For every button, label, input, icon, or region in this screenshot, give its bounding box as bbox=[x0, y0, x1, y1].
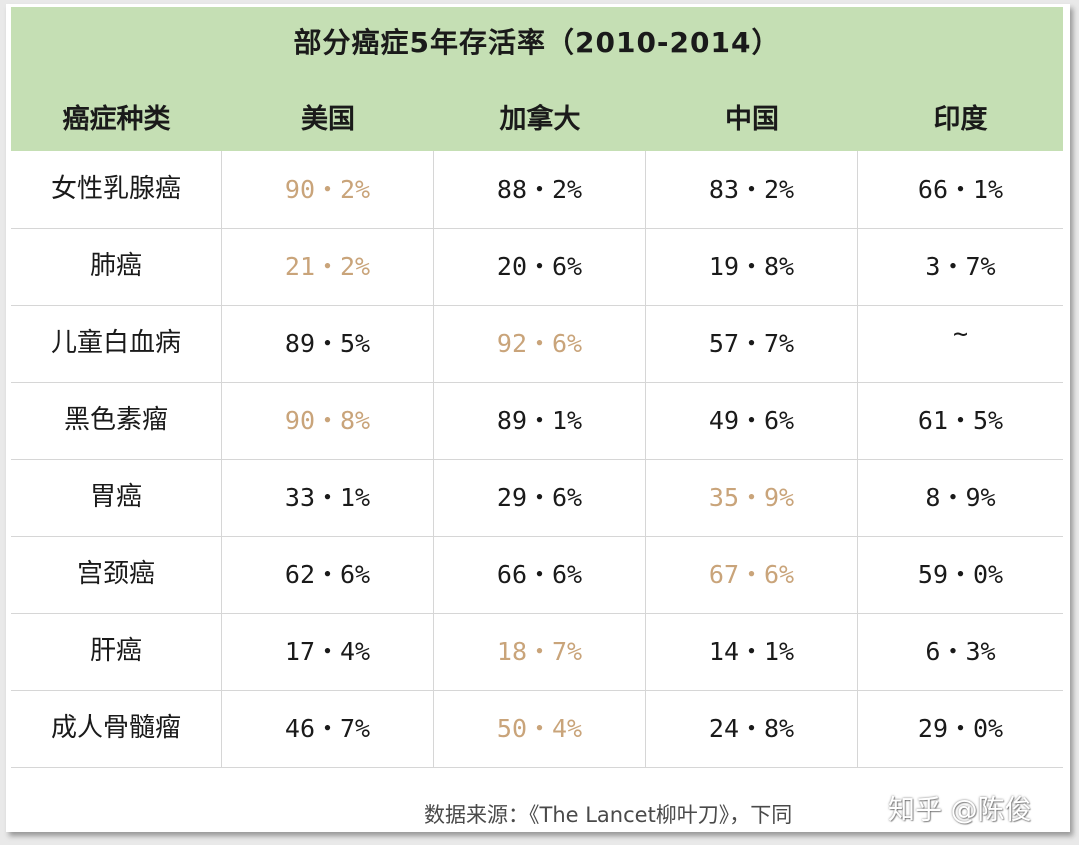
table-row: 肝癌 17・4% 18・7% 14・1% 6・3% bbox=[11, 613, 1063, 691]
value-cell: ~ bbox=[952, 319, 969, 348]
table-body: 女性乳腺癌 90・2% 88・2% 83・2% 66・1% 肺癌 21・2% 2… bbox=[11, 151, 1063, 768]
value-cell: 20・6% bbox=[434, 228, 646, 305]
cancer-name-cell: 黑色素瘤 bbox=[11, 382, 222, 459]
cancer-name-cell: 成人骨髓瘤 bbox=[11, 690, 222, 767]
value-cell: 35・9% bbox=[646, 459, 858, 536]
value-cell: 89・5% bbox=[222, 305, 434, 382]
cancer-name-cell: 胃癌 bbox=[11, 459, 222, 536]
value-cell: 62・6% bbox=[222, 536, 434, 613]
value-cell: 67・6% bbox=[646, 536, 858, 613]
value-cell: 46・7% bbox=[222, 690, 434, 767]
table-row: 女性乳腺癌 90・2% 88・2% 83・2% 66・1% bbox=[11, 151, 1063, 229]
table-row: 儿童白血病 89・5% 92・6% 57・7% ~ bbox=[11, 305, 1063, 383]
value-cell: 19・8% bbox=[646, 228, 858, 305]
value-cell: 29・0% bbox=[917, 714, 1004, 743]
value-cell: 57・7% bbox=[646, 305, 858, 382]
value-cell: 61・5% bbox=[917, 406, 1004, 435]
value-cell: 66・6% bbox=[434, 536, 646, 613]
source-caption: 数据来源：《The Lancet柳叶刀》，下同 bbox=[424, 803, 793, 827]
value-cell: 3・7% bbox=[925, 252, 996, 281]
cancer-name-cell: 肺癌 bbox=[11, 228, 222, 305]
value-cell: 89・1% bbox=[434, 382, 646, 459]
table-row: 宫颈癌 62・6% 66・6% 67・6% 59・0% bbox=[11, 536, 1063, 614]
column-header-canada: 加拿大 bbox=[499, 104, 581, 135]
value-cell: 59・0% bbox=[917, 560, 1004, 589]
cancer-name-cell: 儿童白血病 bbox=[11, 305, 222, 382]
value-cell: 90・2% bbox=[222, 151, 434, 228]
value-cell: 18・7% bbox=[434, 613, 646, 690]
value-cell: 66・1% bbox=[917, 175, 1004, 204]
cancer-name-cell: 宫颈癌 bbox=[11, 536, 222, 613]
value-cell: 29・6% bbox=[434, 459, 646, 536]
column-header-usa: 美国 bbox=[301, 104, 355, 135]
column-header-china: 中国 bbox=[725, 104, 779, 135]
table-title: 部分癌症5年存活率（2010-2014） bbox=[293, 26, 781, 59]
table-row: 黑色素瘤 90・8% 89・1% 49・6% 61・5% bbox=[11, 382, 1063, 460]
value-cell: 6・3% bbox=[925, 637, 996, 666]
value-cell: 50・4% bbox=[434, 690, 646, 767]
table-row: 成人骨髓瘤 46・7% 50・4% 24・8% 29・0% bbox=[11, 690, 1063, 768]
cancer-name-cell: 女性乳腺癌 bbox=[11, 151, 222, 228]
value-cell: 90・8% bbox=[222, 382, 434, 459]
value-cell: 88・2% bbox=[434, 151, 646, 228]
zhihu-watermark: 知乎 @陈俊 bbox=[888, 795, 1032, 826]
value-cell: 17・4% bbox=[222, 613, 434, 690]
value-cell: 49・6% bbox=[646, 382, 858, 459]
value-cell: 24・8% bbox=[646, 690, 858, 767]
value-cell: 83・2% bbox=[646, 151, 858, 228]
value-cell: 92・6% bbox=[434, 305, 646, 382]
value-cell: 8・9% bbox=[925, 483, 996, 512]
cancer-name-cell: 肝癌 bbox=[11, 613, 222, 690]
table-row: 胃癌 33・1% 29・6% 35・9% 8・9% bbox=[11, 459, 1063, 537]
value-cell: 14・1% bbox=[646, 613, 858, 690]
value-cell: 33・1% bbox=[222, 459, 434, 536]
value-cell: 21・2% bbox=[222, 228, 434, 305]
column-header-cancer-type: 癌症种类 bbox=[62, 104, 171, 135]
table-header: 部分癌症5年存活率（2010-2014） 癌症种类 美国 加拿大 中国 印度 bbox=[11, 7, 1063, 151]
table-card: 部分癌症5年存活率（2010-2014） 癌症种类 美国 加拿大 中国 印度 女… bbox=[6, 4, 1070, 832]
table-row: 肺癌 21・2% 20・6% 19・8% 3・7% bbox=[11, 228, 1063, 306]
column-header-india: 印度 bbox=[933, 104, 988, 135]
